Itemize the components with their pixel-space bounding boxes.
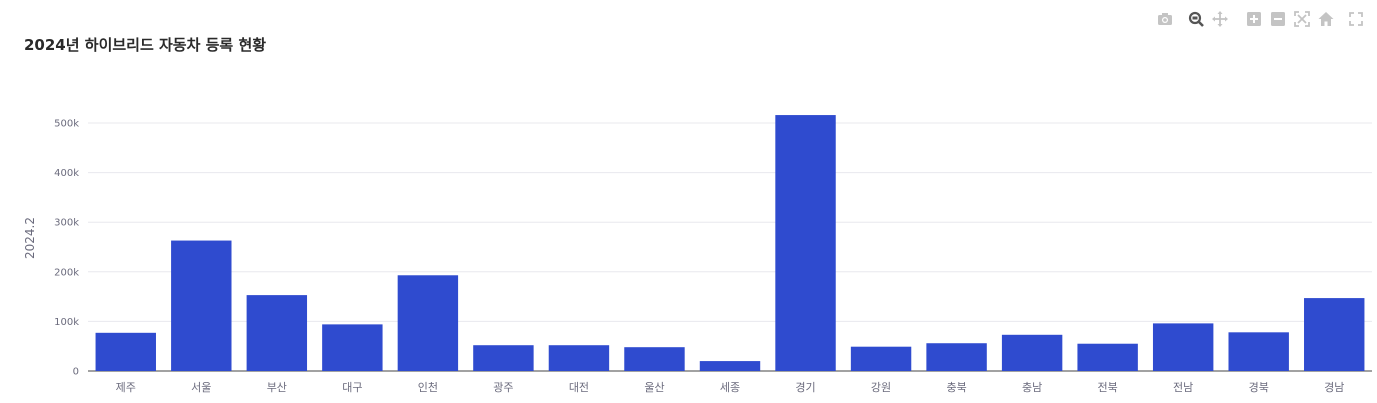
x-tick-label: 인천 [418, 380, 438, 394]
bar-7[interactable] [548, 345, 610, 371]
x-tick-label: 경기 [795, 381, 815, 394]
bar-17[interactable] [1304, 298, 1365, 371]
chart-title: 2024년 하이브리드 자동차 등록 현황 [24, 36, 267, 54]
bar-8[interactable] [624, 347, 685, 371]
bar-4[interactable] [322, 324, 383, 371]
y-tick-label: 200k [54, 267, 79, 278]
bar-9[interactable] [699, 361, 761, 371]
x-tick-label: 대구 [342, 381, 362, 394]
x-tick-label: 울산 [644, 381, 664, 394]
y-tick-label: 500k [54, 119, 79, 130]
x-tick-label: 세종 [720, 381, 740, 394]
x-tick-label: 충북 [946, 381, 966, 394]
x-tick-label: 부산 [267, 381, 287, 394]
bars [95, 115, 1365, 372]
x-tick-label: 전남 [1173, 381, 1193, 394]
bar-2[interactable] [171, 240, 232, 371]
bar-1[interactable] [95, 332, 156, 371]
x-tick-label: 대전 [569, 381, 589, 394]
x-axis-ticks: 제주 서울 부산 대구 인천 광주 대전 울산 세종 경기 강원 충북 충남 전북 전남 경북 경남 [116, 380, 1345, 394]
x-tick-label: 제주 [116, 381, 136, 394]
bar-11[interactable] [850, 346, 912, 371]
x-tick-label: 충남 [1022, 381, 1042, 394]
bar-6[interactable] [473, 345, 534, 371]
x-tick-label: 강원 [871, 381, 891, 394]
x-tick-label: 광주 [493, 381, 513, 394]
zoom-out-icon[interactable] [1269, 10, 1287, 28]
bar-10[interactable] [775, 115, 836, 372]
x-tick-label: 전북 [1098, 381, 1118, 394]
bar-5[interactable] [397, 275, 459, 371]
bar-12[interactable] [926, 343, 987, 371]
y-axis-ticks: 0 100k 200k 300k 400k 500k [54, 119, 79, 378]
zoom-in-icon[interactable] [1245, 10, 1263, 28]
y-tick-label: 100k [54, 317, 79, 328]
home-icon[interactable] [1317, 10, 1335, 28]
autoscale-icon[interactable] [1293, 10, 1311, 28]
y-axis-label: 2024.2 [23, 217, 37, 259]
zoom-icon[interactable] [1187, 10, 1205, 28]
x-tick-label: 경남 [1324, 381, 1344, 394]
bar-3[interactable] [246, 295, 308, 371]
bar-15[interactable] [1152, 323, 1214, 371]
x-tick-label: 서울 [191, 381, 211, 394]
fullscreen-icon[interactable] [1347, 10, 1365, 28]
bar-16[interactable] [1228, 332, 1289, 371]
bar-14[interactable] [1077, 343, 1138, 371]
y-tick-label: 0 [73, 367, 79, 378]
camera-icon[interactable] [1156, 10, 1174, 28]
bar-13[interactable] [1001, 334, 1063, 371]
y-tick-label: 300k [54, 218, 79, 229]
x-tick-label: 경북 [1249, 381, 1269, 394]
y-tick-label: 400k [54, 168, 79, 179]
pan-icon[interactable] [1211, 10, 1229, 28]
